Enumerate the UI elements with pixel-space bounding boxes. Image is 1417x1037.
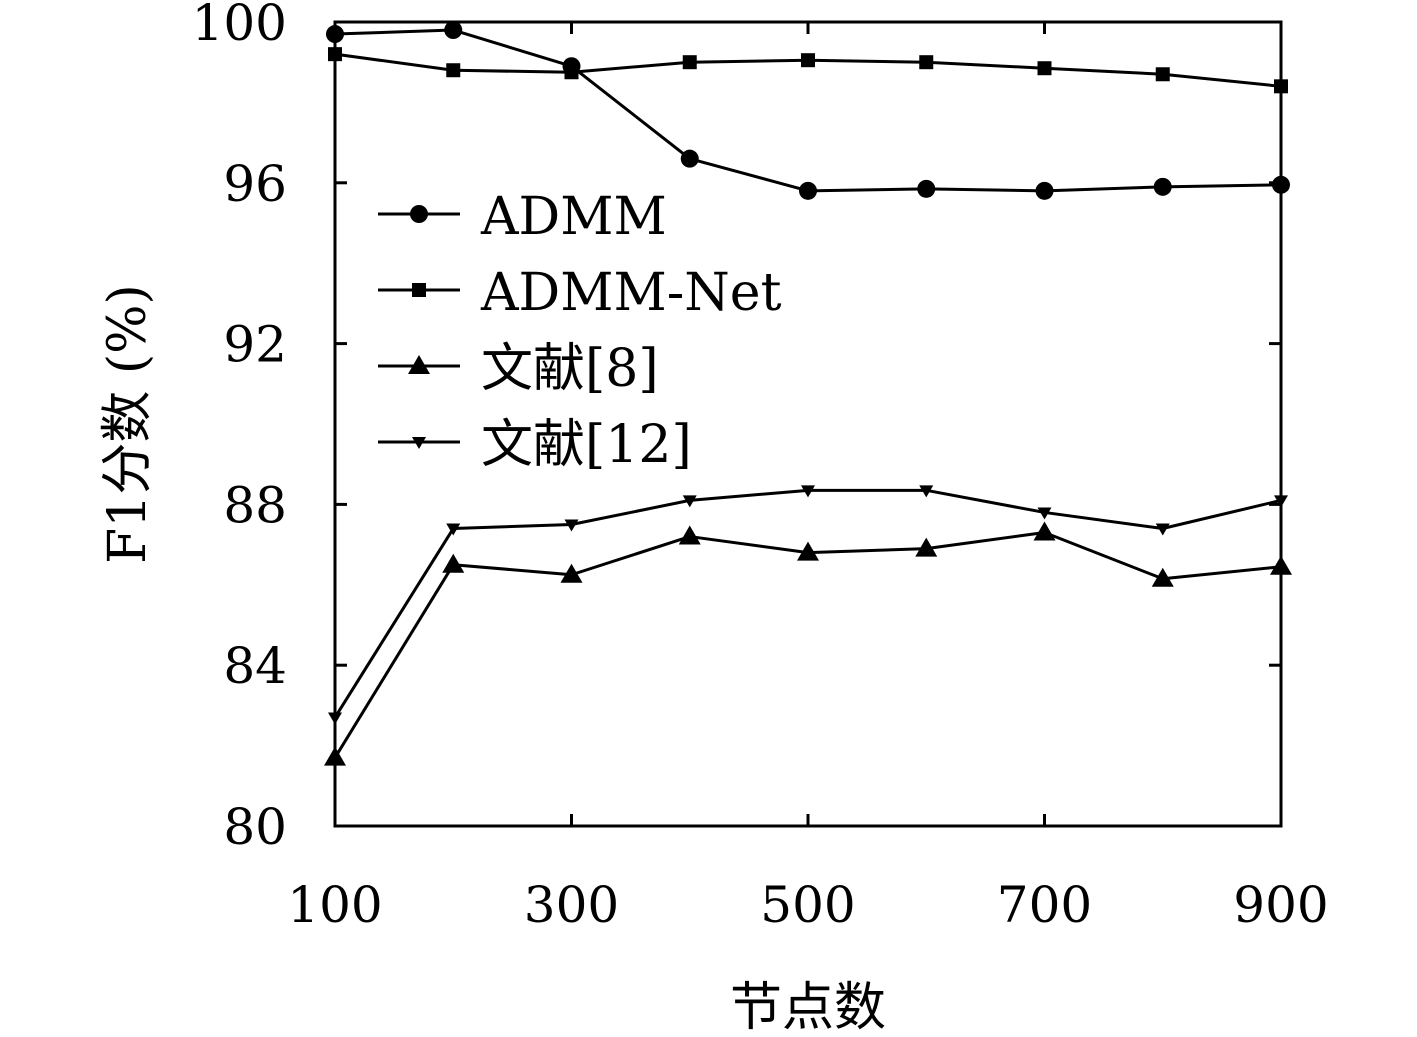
legend-label: 文献[8] xyxy=(481,339,659,399)
series-3 xyxy=(324,521,1292,766)
series-line xyxy=(333,488,1282,719)
data-point xyxy=(446,523,461,536)
series-2 xyxy=(328,47,1288,94)
data-point xyxy=(444,21,463,40)
legend-marker xyxy=(410,205,428,223)
series-4 xyxy=(328,485,1288,725)
data-point xyxy=(1151,567,1174,587)
series-line xyxy=(333,531,1282,759)
data-point xyxy=(801,53,815,68)
data-point xyxy=(442,553,465,573)
legend: ADMM ADMM-Net 文献[8] 文献[12] xyxy=(378,187,782,475)
data-point xyxy=(446,63,461,78)
data-point xyxy=(564,65,579,80)
legend-marker xyxy=(412,437,426,449)
legend-label: ADMM-Net xyxy=(480,263,782,323)
y-tick-label: 92 xyxy=(223,316,287,374)
y-axis-title: F1分数 (%) xyxy=(98,284,158,564)
plot-frame xyxy=(333,20,1283,828)
data-point xyxy=(1037,507,1052,520)
series-1 xyxy=(326,21,1290,200)
data-point xyxy=(1033,521,1056,541)
data-point xyxy=(1153,177,1172,196)
legend-marker xyxy=(408,355,430,374)
legend-item: 文献[12] xyxy=(378,415,692,475)
legend-label: 文献[12] xyxy=(481,415,692,475)
series-layer xyxy=(324,21,1292,766)
data-point xyxy=(1037,61,1052,76)
data-point xyxy=(680,149,699,168)
legend-label: ADMM xyxy=(480,187,667,247)
data-point xyxy=(564,519,579,532)
data-point xyxy=(1155,67,1170,82)
legend-item: 文献[8] xyxy=(378,339,659,399)
data-point xyxy=(682,55,697,70)
data-point xyxy=(682,495,697,508)
x-tick-label: 900 xyxy=(1233,876,1328,934)
axis-ticks: 100 300 500 700 900 80 84 88 92 96 100 xyxy=(192,0,1329,934)
data-point xyxy=(915,537,938,557)
x-tick-label: 100 xyxy=(287,876,382,934)
x-tick-label: 300 xyxy=(524,876,619,934)
legend-item: ADMM-Net xyxy=(378,263,782,323)
data-point xyxy=(560,563,583,583)
data-point xyxy=(919,55,934,70)
legend-marker xyxy=(412,283,426,297)
x-axis-title: 节点数 xyxy=(730,978,886,1037)
x-tick-label: 500 xyxy=(760,876,855,934)
y-tick-label: 80 xyxy=(223,798,287,856)
data-point xyxy=(1035,181,1054,200)
y-tick-label: 88 xyxy=(223,476,287,534)
y-tick-label: 96 xyxy=(223,155,287,213)
data-point xyxy=(917,179,936,198)
x-tick-label: 700 xyxy=(997,876,1092,934)
data-point xyxy=(1155,523,1170,536)
data-point xyxy=(678,525,701,545)
data-point xyxy=(919,485,934,498)
y-tick-label: 100 xyxy=(192,0,287,52)
data-point xyxy=(801,485,815,498)
data-point xyxy=(799,181,817,200)
legend-item: ADMM xyxy=(378,187,667,247)
data-point xyxy=(797,541,819,561)
y-tick-label: 84 xyxy=(223,637,287,695)
